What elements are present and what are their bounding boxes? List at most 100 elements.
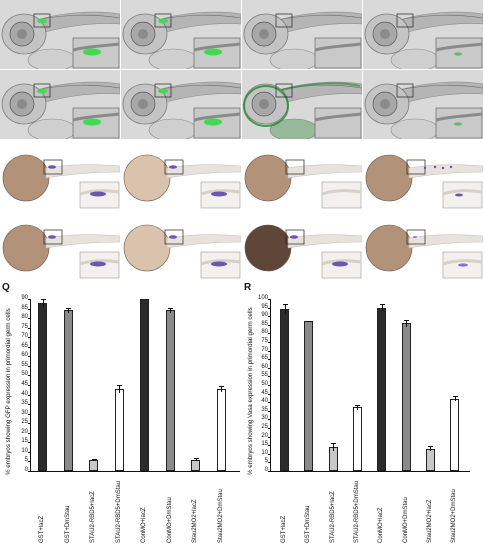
y-tick-label: 40 bbox=[21, 390, 28, 397]
y-tick-label: 30 bbox=[261, 415, 268, 422]
bar-stau2-rbd5-dmstau bbox=[352, 407, 362, 471]
micrograph-panel-g bbox=[242, 70, 362, 139]
x-tick-label: STAU2-RBD5+DmStau bbox=[353, 480, 360, 543]
bar-conmo-lacz bbox=[377, 307, 387, 471]
y-tick-mark bbox=[268, 419, 270, 421]
micrograph-image bbox=[121, 70, 241, 139]
x-tick-label: STAU2-RBD5+lacZ bbox=[329, 491, 336, 543]
y-tick-mark bbox=[268, 350, 270, 352]
y-tick-mark bbox=[28, 365, 30, 367]
micrograph-image bbox=[363, 70, 483, 139]
y-axis-label: % embryos showing Vasa expression in pri… bbox=[247, 307, 254, 475]
micrograph-image bbox=[0, 210, 120, 279]
y-tick-mark bbox=[28, 471, 30, 472]
y-tick-label: 40 bbox=[261, 398, 268, 405]
error-bar bbox=[221, 385, 222, 392]
error-bar-cap bbox=[282, 304, 288, 306]
y-tick-mark bbox=[268, 471, 270, 472]
y-axis-line bbox=[30, 299, 31, 471]
micrograph-image bbox=[0, 70, 120, 139]
y-tick-label: 50 bbox=[261, 381, 268, 387]
y-axis-label: % embryos showing GFP expression in prim… bbox=[5, 308, 12, 475]
y-tick-label: 75 bbox=[261, 338, 268, 344]
y-tick-label: 55 bbox=[21, 361, 28, 368]
y-tick-label: 65 bbox=[21, 342, 28, 349]
micrograph-panel-i bbox=[0, 140, 120, 209]
y-tick-mark bbox=[28, 413, 30, 415]
bar-conmo-dmstau bbox=[401, 323, 411, 471]
micrograph-panel-l bbox=[363, 140, 483, 209]
y-tick-mark bbox=[268, 462, 270, 464]
y-tick-label: 0 bbox=[24, 467, 28, 473]
error-bar-cap bbox=[193, 457, 199, 459]
micrograph-image bbox=[242, 210, 362, 279]
y-tick-mark bbox=[268, 436, 270, 438]
y-tick-mark bbox=[28, 299, 30, 300]
y-tick-label: 15 bbox=[21, 438, 28, 445]
bar-stau2-rbd5-dmstau bbox=[114, 388, 124, 471]
y-tick-label: 45 bbox=[21, 381, 28, 387]
y-tick-mark bbox=[28, 423, 30, 425]
y-tick-mark bbox=[28, 461, 30, 463]
y-tick-label: 20 bbox=[261, 432, 268, 439]
y-tick-mark bbox=[268, 333, 270, 335]
error-bar bbox=[406, 319, 407, 327]
error-bar-cap bbox=[452, 396, 458, 398]
x-tick-label: Stau2MO2+lacZ bbox=[426, 499, 433, 543]
y-tick-label: 50 bbox=[21, 371, 28, 378]
y-tick-mark bbox=[28, 318, 30, 320]
micrograph-image bbox=[0, 140, 120, 209]
y-tick-label: 25 bbox=[21, 419, 28, 426]
micrograph-image bbox=[363, 0, 483, 69]
y-tick-label: 20 bbox=[21, 428, 28, 435]
x-tick-label: ConMO+DmStau bbox=[166, 497, 173, 543]
y-tick-label: 85 bbox=[21, 304, 28, 311]
error-bar bbox=[333, 442, 335, 452]
error-bar-cap bbox=[404, 319, 409, 321]
error-bar-cap bbox=[66, 307, 71, 309]
error-bar bbox=[381, 304, 383, 312]
micrograph-image bbox=[121, 210, 241, 279]
micrograph-panel-o bbox=[242, 210, 362, 279]
y-tick-mark bbox=[28, 394, 30, 396]
y-tick-label: 90 bbox=[261, 312, 268, 319]
y-tick-label: 60 bbox=[261, 363, 268, 370]
y-tick-mark bbox=[268, 376, 270, 378]
bar-gst-lacz bbox=[38, 302, 47, 471]
error-bar-cap bbox=[40, 299, 46, 300]
y-tick-label: 70 bbox=[261, 346, 268, 353]
x-tick-label: GST+DmStau bbox=[305, 505, 312, 543]
error-bar bbox=[454, 396, 456, 402]
x-tick-label: STAU2-RBD5+lacZ bbox=[90, 491, 96, 543]
chart-panel-letter: R bbox=[244, 282, 252, 293]
x-tick-label: ConMO+lacZ bbox=[378, 507, 385, 543]
y-tick-mark bbox=[28, 337, 30, 339]
y-tick-mark bbox=[268, 316, 270, 318]
error-bar-cap bbox=[117, 385, 122, 386]
micrograph-image bbox=[0, 0, 120, 69]
error-bar-cap bbox=[306, 320, 312, 322]
y-tick-mark bbox=[268, 299, 270, 300]
x-tick-label: GST+lacZ bbox=[281, 515, 287, 543]
y-tick-label: 35 bbox=[21, 400, 28, 407]
y-tick-label: 95 bbox=[261, 303, 268, 310]
error-bar bbox=[284, 304, 286, 315]
y-tick-label: 35 bbox=[261, 406, 268, 413]
error-bar bbox=[357, 404, 359, 410]
y-tick-mark bbox=[268, 367, 270, 369]
micrograph-panel-k bbox=[242, 140, 362, 209]
micrograph-panel-n bbox=[121, 210, 241, 279]
y-tick-label: 5 bbox=[24, 457, 28, 464]
y-tick-mark bbox=[28, 451, 30, 453]
micrograph-image bbox=[363, 140, 483, 209]
micrograph-image bbox=[242, 70, 362, 139]
micrograph-panel-b bbox=[121, 0, 241, 69]
micrograph-panel-d bbox=[363, 0, 483, 69]
y-tick-label: 5 bbox=[264, 458, 268, 465]
y-tick-mark bbox=[268, 342, 270, 343]
error-bar-cap bbox=[91, 458, 97, 460]
y-tick-label: 100 bbox=[257, 295, 268, 301]
x-tick-label: ConMO+lacZ bbox=[141, 507, 147, 543]
y-tick-mark bbox=[268, 385, 270, 386]
